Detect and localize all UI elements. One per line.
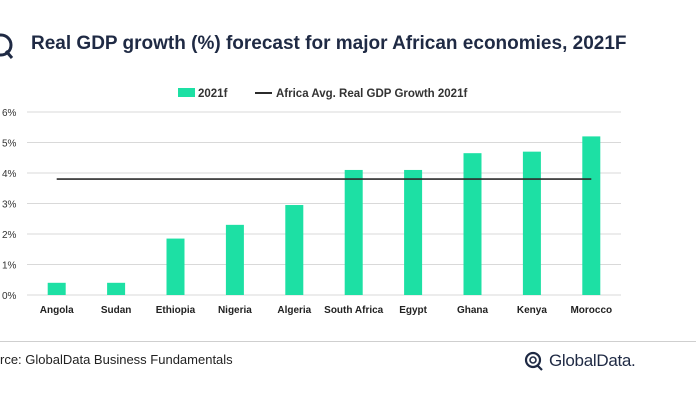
- bar-ethiopia: [166, 238, 185, 295]
- bar-nigeria: [225, 224, 244, 295]
- bar-egypt: [404, 169, 423, 295]
- x-tick-label: Angola: [40, 305, 74, 316]
- y-tick-label: 2%: [2, 230, 17, 241]
- legend-swatch-2021f: [178, 88, 195, 97]
- bar-south-africa: [344, 169, 363, 295]
- globaldata-brand-icon: [524, 351, 543, 371]
- y-tick-label: 5%: [2, 139, 17, 150]
- x-tick-label: Sudan: [101, 305, 132, 316]
- brand-name: GlobalData.: [549, 351, 636, 370]
- x-tick-label: Morocco: [570, 305, 612, 316]
- bar-angola: [47, 282, 66, 295]
- bar-kenya: [522, 151, 541, 295]
- x-tick-label: Kenya: [517, 305, 547, 316]
- x-tick-label: Ghana: [457, 305, 489, 316]
- x-tick-label: Algeria: [277, 305, 311, 316]
- y-tick-label: 4%: [2, 169, 17, 180]
- source-note: rce: GlobalData Business Fundamentals: [0, 352, 233, 367]
- brand-logo: GlobalData.: [523, 349, 636, 373]
- y-tick-label: 6%: [2, 108, 17, 119]
- y-tick-label: 1%: [2, 261, 17, 272]
- bar-algeria: [285, 205, 304, 295]
- x-tick-label: Ethiopia: [156, 305, 196, 316]
- chart-title: Real GDP growth (%) forecast for major A…: [31, 33, 627, 54]
- globaldata-logo-icon: [0, 33, 14, 59]
- legend-label-africa-avg: Africa Avg. Real GDP Growth 2021f: [276, 88, 467, 100]
- y-tick-label: 3%: [2, 200, 17, 211]
- x-tick-label: Egypt: [399, 305, 427, 316]
- footer-divider: [0, 341, 696, 342]
- bar-sudan: [107, 282, 126, 295]
- y-tick-label: 0%: [2, 291, 17, 302]
- legend-label-2021f: 2021f: [198, 88, 228, 100]
- bar-chart: 2021f Africa Avg. Real GDP Growth 2021f …: [2, 88, 621, 316]
- x-tick-label: South Africa: [324, 305, 384, 316]
- bar-morocco: [582, 136, 601, 295]
- chart-legend: 2021f Africa Avg. Real GDP Growth 2021f: [178, 88, 467, 100]
- bar-ghana: [463, 153, 482, 295]
- x-tick-label: Nigeria: [218, 305, 252, 316]
